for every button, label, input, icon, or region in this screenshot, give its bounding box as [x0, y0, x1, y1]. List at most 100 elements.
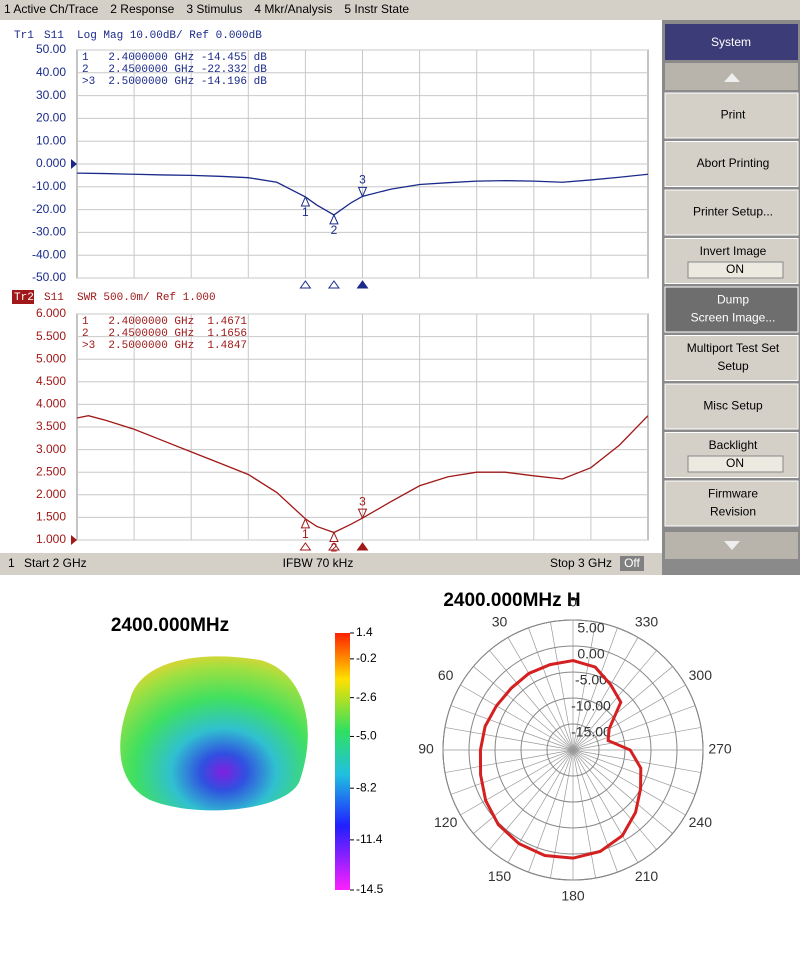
softkey-title-bar: [665, 24, 798, 60]
y-tick-label: -30.00: [32, 225, 66, 239]
spoke: [460, 684, 574, 751]
colorbar-label: -5.0: [356, 729, 377, 743]
marker: [357, 508, 368, 520]
r-tick-label: -10.00: [571, 698, 611, 714]
status-channel: 1: [8, 556, 15, 570]
spoke: [572, 684, 686, 751]
r-tick-label: -15.00: [571, 724, 611, 740]
status-state-box: [620, 556, 644, 571]
marker-position: [327, 280, 340, 289]
status-bar: [0, 553, 662, 575]
y-tick-label: -10.00: [32, 179, 66, 193]
marker: [357, 186, 368, 198]
marker: [329, 531, 339, 543]
softkey-label: Invert Image: [700, 244, 767, 258]
pattern-3d: [120, 656, 308, 811]
softkey-label: Printer Setup...: [693, 205, 773, 219]
menu-item[interactable]: 5 Instr State: [344, 2, 409, 16]
softkey[interactable]: [664, 335, 799, 381]
marker-position: [327, 542, 340, 551]
status-start: Start 2 GHz: [24, 556, 87, 570]
spoke: [572, 727, 702, 751]
menu-item[interactable]: 3 Stimulus: [186, 2, 242, 16]
y-tick-label: 0.000: [36, 156, 66, 170]
menu-item[interactable]: 4 Mkr/Analysis: [254, 2, 332, 16]
trace-line: [76, 172, 649, 216]
trace-label: Tr2: [14, 292, 34, 304]
spoke: [473, 749, 574, 834]
spoke: [444, 727, 574, 751]
chart-title: S11 SWR 500.0m/ Ref 1.000: [44, 292, 216, 304]
r-tick-label: -5.00: [575, 672, 607, 688]
trace-line: [76, 415, 649, 534]
theta-tick-label: 120: [434, 814, 458, 830]
marker-readout: 2 2.4500000 GHz -22.332 dB: [82, 64, 267, 76]
chart-title: S11 Log Mag 10.00dB/ Ref 0.000dB: [44, 30, 262, 42]
status-ifbw: IFBW 70 kHz: [283, 556, 354, 570]
softkey[interactable]: [664, 141, 799, 187]
spoke: [572, 749, 686, 816]
y-tick-label: 5.000: [36, 351, 66, 365]
softkey[interactable]: [664, 92, 799, 139]
spoke: [528, 627, 574, 751]
vna-panel: [0, 20, 662, 575]
scroll-up-arrow: [724, 73, 740, 82]
spoke: [572, 749, 696, 795]
marker-readout: >3 2.5000000 GHz -14.196 dB: [82, 76, 267, 88]
chart-title: 2400.000MHz H: [443, 590, 580, 611]
marker-label: 2: [331, 541, 338, 555]
softkey-label: Print: [721, 108, 746, 122]
ring: [468, 645, 678, 855]
marker: [329, 213, 339, 225]
softkey-label: Dump: [717, 293, 749, 307]
ring: [494, 671, 652, 829]
softkey-label: Misc Setup: [703, 399, 763, 413]
softkey-title: System: [711, 35, 751, 49]
y-tick-label: 2.000: [36, 487, 66, 501]
spoke: [572, 621, 596, 751]
scroll-down-arrow: [724, 541, 740, 550]
trace-badge: [12, 290, 34, 304]
spoke: [460, 749, 574, 816]
menu-item[interactable]: 1 Active Ch/Trace: [4, 2, 99, 16]
spoke: [572, 666, 673, 751]
y-tick-label: 2.500: [36, 464, 66, 478]
reference-marker: [71, 535, 77, 545]
y-tick-label: -50.00: [32, 270, 66, 284]
spoke: [572, 637, 639, 751]
y-tick-label: 5.500: [36, 329, 66, 343]
marker-label: 2: [331, 223, 338, 237]
theta-tick-label: 270: [708, 741, 732, 757]
spoke: [450, 749, 574, 795]
marker-label: 3: [359, 494, 366, 508]
trace-label: Tr1: [14, 30, 34, 42]
y-tick-label: 4.500: [36, 374, 66, 388]
spoke: [572, 749, 657, 850]
marker-readout: 1 2.4000000 GHz 1.4671: [82, 316, 247, 328]
pattern-line: [478, 659, 643, 860]
marker: [300, 517, 311, 529]
colorbar-label: 1.4: [356, 625, 373, 639]
spoke: [572, 749, 673, 834]
softkey[interactable]: [664, 480, 799, 527]
softkey[interactable]: [664, 383, 799, 430]
y-tick-label: 4.000: [36, 397, 66, 411]
theta-tick-label: 210: [635, 868, 659, 884]
r-tick-label: 5.00: [577, 620, 604, 636]
y-tick-label: 1.000: [36, 532, 66, 546]
colorbar-label: -11.4: [356, 832, 383, 846]
spoke: [572, 650, 657, 751]
softkey-label: Multiport Test Set: [687, 341, 780, 355]
marker-label: 3: [359, 173, 366, 187]
menu-item[interactable]: 2 Response: [110, 2, 174, 16]
softkey[interactable]: [664, 189, 799, 236]
r-tick-label: 0.00: [577, 646, 604, 662]
softkey-label: Revision: [710, 505, 756, 519]
softkey[interactable]: [664, 286, 799, 333]
reference-marker: [71, 159, 77, 169]
theta-tick-label: 150: [488, 868, 512, 884]
theta-tick-label: 0: [569, 594, 577, 610]
softkey-label: Setup: [717, 359, 749, 373]
spoke: [489, 749, 574, 850]
